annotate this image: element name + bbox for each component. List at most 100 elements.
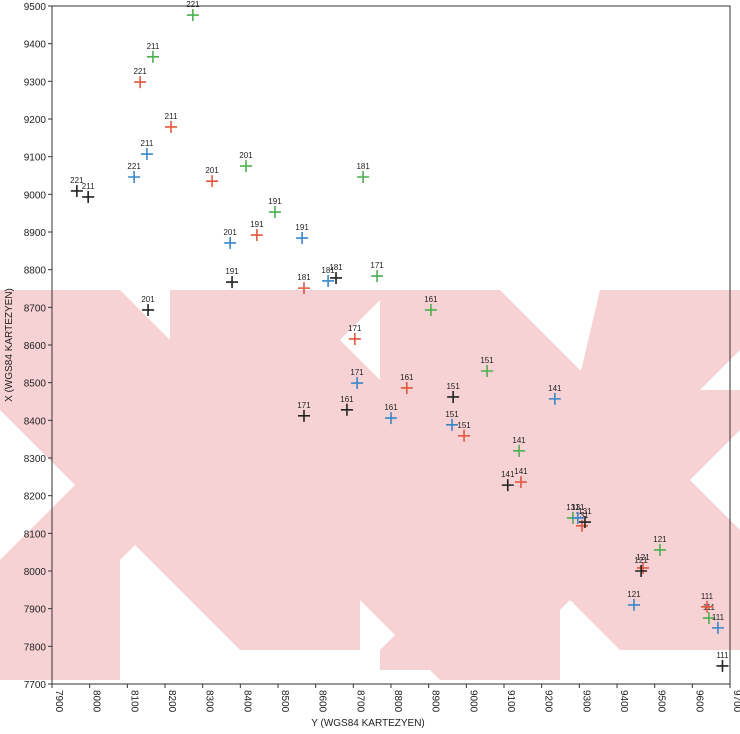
- x-tick-label: 8700: [354, 690, 365, 713]
- point-label: 171: [348, 324, 362, 333]
- point-cross: [296, 232, 308, 244]
- point-cross: [134, 76, 146, 88]
- x-tick-label: 8900: [430, 690, 441, 713]
- point-cross: [206, 175, 218, 187]
- point-label: 121: [634, 556, 648, 565]
- x-tick-label: 8200: [166, 690, 177, 713]
- point-label: 221: [186, 0, 200, 9]
- y-tick-label: 9500: [24, 2, 47, 13]
- point-label: 201: [223, 228, 237, 237]
- point-label: 171: [370, 261, 384, 270]
- y-tick-label: 8400: [24, 416, 47, 427]
- y-tick-label: 8200: [24, 492, 47, 503]
- x-tick-label: 8000: [91, 690, 102, 713]
- y-tick-label: 8300: [24, 454, 47, 465]
- point-label: 221: [127, 162, 141, 171]
- point-label: 121: [627, 590, 641, 599]
- point-label: 181: [297, 273, 311, 282]
- point-cross: [82, 191, 94, 203]
- point-label: 161: [400, 373, 414, 382]
- point-cross: [128, 171, 140, 183]
- y-tick-label: 8700: [24, 303, 47, 314]
- y-tick-label: 9300: [24, 77, 47, 88]
- point-label: 161: [384, 403, 398, 412]
- y-tick-label: 9200: [24, 115, 47, 126]
- y-tick-label: 9000: [24, 190, 47, 201]
- x-tick-label: 9300: [580, 690, 591, 713]
- point-cross: [224, 237, 236, 249]
- point-label: 151: [445, 410, 459, 419]
- point-label: 141: [514, 467, 528, 476]
- point-label: 191: [250, 220, 264, 229]
- y-tick-label: 7800: [24, 642, 47, 653]
- point-label: 181: [356, 162, 370, 171]
- point-cross: [322, 275, 334, 287]
- x-tick-label: 8600: [317, 690, 328, 713]
- y-tick-label: 8000: [24, 567, 47, 578]
- y-tick-label: 8100: [24, 529, 47, 540]
- point-cross: [716, 660, 728, 672]
- point-label: 211: [82, 182, 95, 191]
- point-label: 171: [350, 368, 364, 377]
- x-tick-label: 9600: [693, 690, 704, 713]
- x-tick-label: 8300: [204, 690, 215, 713]
- point-cross: [240, 160, 252, 172]
- point-label: 191: [268, 197, 282, 206]
- y-tick-label: 7700: [24, 680, 47, 691]
- point-cross: [269, 206, 281, 218]
- point-label: 171: [297, 401, 311, 410]
- x-tick-label: 9100: [505, 690, 516, 713]
- point-label: 201: [141, 295, 155, 304]
- x-axis-title: Y (WGS84 KARTEZYEN): [311, 718, 425, 729]
- chart: Y (WGS84 KARTEZYEN) X (WGS84 KARTEZYEN) …: [0, 0, 740, 734]
- point-cross: [165, 121, 177, 133]
- point-cross: [349, 333, 361, 345]
- point-label: 161: [340, 395, 354, 404]
- point-cross: [141, 148, 153, 160]
- y-tick-label: 7900: [24, 605, 47, 616]
- y-tick-label: 9400: [24, 40, 47, 51]
- x-tick-label: 8500: [279, 690, 290, 713]
- point-label: 221: [133, 67, 147, 76]
- point-label: 111: [701, 592, 714, 601]
- point-label: 201: [239, 151, 253, 160]
- point-label: 181: [329, 263, 343, 272]
- point-label: 191: [295, 223, 309, 232]
- x-tick-label: 9200: [543, 690, 554, 713]
- y-tick-label: 8900: [24, 228, 47, 239]
- point-label: 191: [225, 267, 239, 276]
- point-label: 121: [653, 535, 667, 544]
- point-label: 131: [578, 507, 592, 516]
- x-tick-label: 9400: [618, 690, 629, 713]
- point-label: 151: [446, 382, 460, 391]
- point-label: 211: [165, 112, 178, 121]
- point-label: 111: [716, 651, 729, 660]
- point-label: 211: [141, 139, 154, 148]
- x-tick-label: 9000: [467, 690, 478, 713]
- point-cross: [226, 276, 238, 288]
- point-label: 141: [501, 470, 515, 479]
- point-cross: [147, 51, 159, 63]
- watermark: [0, 290, 740, 680]
- x-tick-label: 8800: [392, 690, 403, 713]
- point-label: 151: [480, 356, 494, 365]
- x-tick-label: 8400: [241, 690, 252, 713]
- point-label: 111: [712, 613, 725, 622]
- point-label: 141: [548, 384, 562, 393]
- x-tick-label: 7900: [53, 690, 64, 713]
- point-label: 211: [147, 42, 160, 51]
- y-tick-label: 9100: [24, 153, 47, 164]
- x-tick-label: 9700: [731, 690, 740, 713]
- y-tick-label: 8500: [24, 379, 47, 390]
- point-label: 161: [424, 295, 438, 304]
- point-cross: [251, 229, 263, 241]
- x-tick-label: 8100: [128, 690, 139, 713]
- x-tick-label: 9500: [656, 690, 667, 713]
- point-label: 141: [512, 436, 526, 445]
- point-cross: [371, 270, 383, 282]
- y-tick-label: 8800: [24, 266, 47, 277]
- y-tick-label: 8600: [24, 341, 47, 352]
- point-label: 151: [457, 421, 471, 430]
- y-axis-title: X (WGS84 KARTEZYEN): [4, 288, 15, 402]
- point-label: 201: [205, 166, 219, 175]
